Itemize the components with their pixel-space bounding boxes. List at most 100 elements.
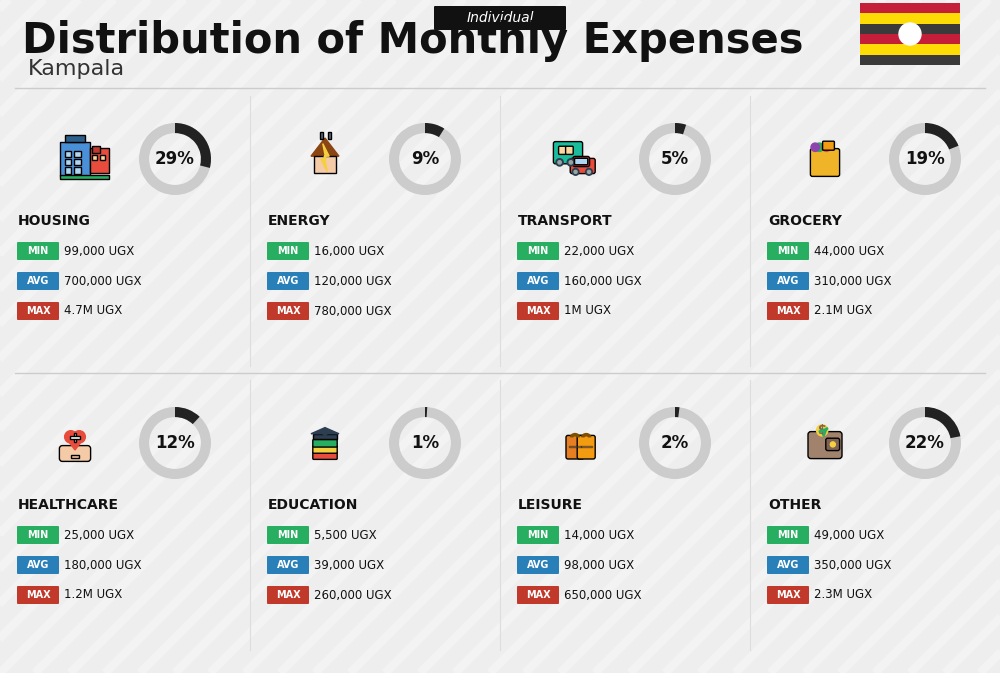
Text: 1M UGX: 1M UGX [564,304,611,318]
Text: AVG: AVG [277,276,299,286]
Circle shape [815,143,824,151]
Text: 25,000 UGX: 25,000 UGX [64,528,134,542]
FancyBboxPatch shape [517,272,559,290]
FancyBboxPatch shape [767,302,809,320]
Wedge shape [925,407,960,438]
FancyBboxPatch shape [575,158,588,165]
Text: 120,000 UGX: 120,000 UGX [314,275,392,287]
FancyBboxPatch shape [570,158,595,174]
Text: MAX: MAX [276,306,300,316]
Text: MAX: MAX [526,590,550,600]
FancyBboxPatch shape [860,44,960,55]
FancyBboxPatch shape [573,156,590,167]
FancyBboxPatch shape [65,151,71,157]
FancyBboxPatch shape [65,168,71,174]
FancyBboxPatch shape [17,242,59,260]
Text: 310,000 UGX: 310,000 UGX [814,275,892,287]
Text: 2.3M UGX: 2.3M UGX [814,588,872,602]
Circle shape [572,168,579,175]
Text: 29%: 29% [155,150,195,168]
Polygon shape [65,437,85,450]
FancyBboxPatch shape [860,3,960,13]
Wedge shape [889,123,961,195]
Text: ENERGY: ENERGY [268,214,331,228]
FancyBboxPatch shape [100,155,105,160]
FancyBboxPatch shape [267,302,309,320]
Wedge shape [675,123,686,135]
FancyBboxPatch shape [826,438,840,451]
Text: 49,000 UGX: 49,000 UGX [814,528,884,542]
Text: MIN: MIN [277,246,299,256]
Wedge shape [425,123,444,137]
Wedge shape [889,407,961,479]
Text: 5,500 UGX: 5,500 UGX [314,528,377,542]
FancyBboxPatch shape [59,446,91,462]
Circle shape [811,143,819,151]
FancyBboxPatch shape [74,433,76,441]
Text: 180,000 UGX: 180,000 UGX [64,559,142,571]
Wedge shape [139,407,211,479]
Wedge shape [389,123,461,195]
Wedge shape [639,123,711,195]
Polygon shape [311,427,339,434]
Text: MIN: MIN [777,530,799,540]
FancyBboxPatch shape [517,586,559,604]
Circle shape [323,431,327,435]
Text: 1%: 1% [411,434,439,452]
FancyBboxPatch shape [70,436,80,439]
Text: AVG: AVG [277,560,299,570]
Text: LEISURE: LEISURE [518,498,583,512]
Wedge shape [639,407,711,479]
Text: 1.2M UGX: 1.2M UGX [64,588,122,602]
Circle shape [73,431,85,443]
Text: AVG: AVG [527,276,549,286]
Text: 14,000 UGX: 14,000 UGX [564,528,634,542]
FancyBboxPatch shape [808,431,842,458]
FancyBboxPatch shape [17,302,59,320]
Text: MAX: MAX [26,306,50,316]
FancyBboxPatch shape [569,446,581,447]
FancyBboxPatch shape [517,556,559,574]
FancyBboxPatch shape [71,455,79,458]
Text: $: $ [818,424,827,437]
FancyBboxPatch shape [767,526,809,544]
Text: AVG: AVG [27,276,49,286]
Text: HOUSING: HOUSING [18,214,91,228]
FancyBboxPatch shape [767,242,809,260]
Text: MIN: MIN [277,530,299,540]
FancyBboxPatch shape [60,175,109,179]
Text: MAX: MAX [526,306,550,316]
Text: AVG: AVG [27,560,49,570]
Text: Individual: Individual [466,11,534,25]
FancyBboxPatch shape [314,155,336,173]
Text: MIN: MIN [527,246,549,256]
Circle shape [586,168,592,175]
Text: 650,000 UGX: 650,000 UGX [564,588,642,602]
Text: TRANSPORT: TRANSPORT [518,214,613,228]
Text: MAX: MAX [776,306,800,316]
FancyBboxPatch shape [267,556,309,574]
Text: 2.1M UGX: 2.1M UGX [814,304,872,318]
Circle shape [558,161,561,164]
FancyBboxPatch shape [267,526,309,544]
FancyBboxPatch shape [17,586,59,604]
FancyBboxPatch shape [65,159,71,165]
Text: 780,000 UGX: 780,000 UGX [314,304,392,318]
FancyBboxPatch shape [566,146,573,154]
FancyBboxPatch shape [860,13,960,24]
Text: Kampala: Kampala [28,59,125,79]
FancyBboxPatch shape [65,135,85,142]
Text: 22%: 22% [905,434,945,452]
FancyBboxPatch shape [559,146,566,154]
FancyBboxPatch shape [60,142,90,176]
Text: 350,000 UGX: 350,000 UGX [814,559,891,571]
Text: AVG: AVG [527,560,549,570]
Text: MIN: MIN [527,530,549,540]
FancyBboxPatch shape [517,242,559,260]
Circle shape [587,170,591,174]
FancyBboxPatch shape [267,586,309,604]
Wedge shape [925,123,958,149]
FancyBboxPatch shape [17,272,59,290]
Text: AVG: AVG [777,560,799,570]
FancyBboxPatch shape [860,24,960,34]
